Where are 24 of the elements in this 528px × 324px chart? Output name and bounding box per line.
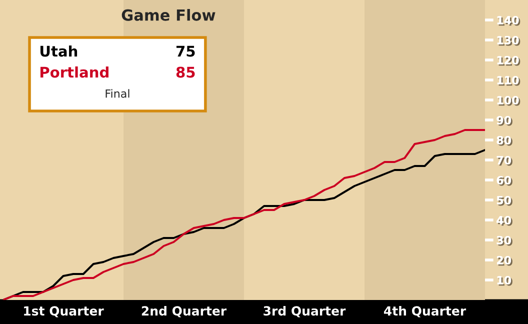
text: 4th Quarter — [384, 306, 466, 318]
text: 1st Quarter — [24, 306, 104, 318]
text: 3rd Quarter — [264, 306, 346, 318]
y-tick-label: 20 — [496, 256, 512, 266]
text: 2nd Quarter — [142, 306, 227, 318]
y-tick-label: 140 — [497, 16, 520, 26]
annotation: 85 — [176, 66, 195, 78]
y-tick-label: 90 — [496, 116, 512, 126]
y-tick-label: 50 — [496, 196, 512, 206]
y-tick-label: 100 — [497, 96, 520, 106]
annotation: 75 — [176, 46, 195, 57]
annotation: Final — [106, 89, 130, 98]
y-tick-label: 60 — [496, 176, 512, 186]
y-tick-label: 10 — [497, 276, 512, 286]
y-tick-label: 30 — [496, 236, 512, 246]
y-tick-label: 80 — [496, 136, 512, 146]
y-tick-label: 40 — [496, 216, 512, 226]
y-tick-label: 120 — [497, 56, 520, 66]
chart-title: Game Flow — [122, 9, 216, 21]
y-tick-label: 110 — [497, 76, 520, 86]
text: Utah — [40, 45, 78, 57]
text: Portland — [40, 66, 108, 78]
y-tick-label: 70 — [496, 156, 512, 166]
y-tick-label: 130 — [497, 36, 520, 46]
